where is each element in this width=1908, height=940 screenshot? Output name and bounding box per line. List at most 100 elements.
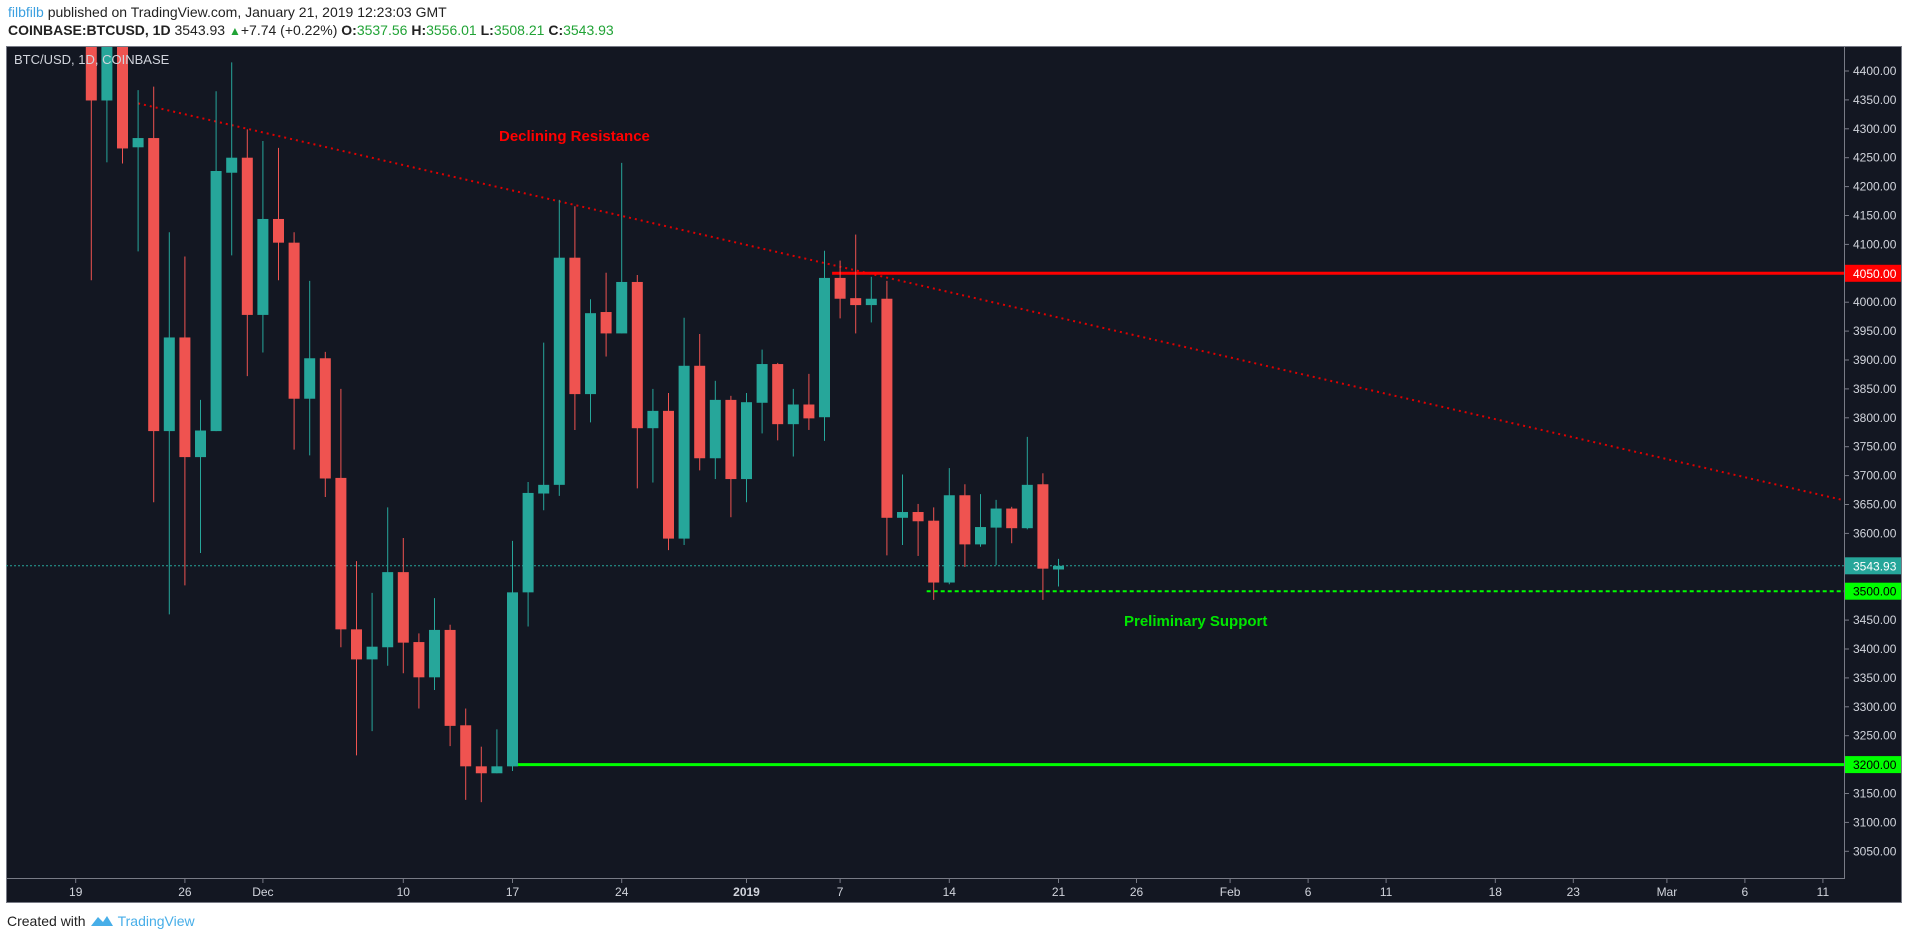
candle-body — [975, 527, 986, 545]
price-tick-label: 3900.00 — [1853, 353, 1897, 367]
candle-body — [335, 477, 347, 630]
candle-body — [865, 298, 877, 306]
candle-body — [897, 512, 908, 518]
high-label: H: — [411, 22, 427, 38]
candle — [226, 62, 238, 256]
candle — [694, 333, 706, 471]
candle-body — [507, 592, 518, 767]
time-tick-label: 23 — [1567, 885, 1581, 899]
candle-body — [819, 277, 830, 418]
candle — [257, 140, 269, 353]
candle — [117, 47, 128, 164]
price-tick-label: 3350.00 — [1853, 671, 1897, 685]
price-tick-label: 4350.00 — [1853, 93, 1897, 107]
time-tick-label: 10 — [397, 885, 411, 899]
resistance-tag-label: 4050.00 — [1853, 267, 1897, 281]
preliminary-support-tag — [1845, 582, 1901, 600]
candle — [195, 399, 206, 554]
candle-body — [257, 218, 269, 315]
tradingview-link[interactable]: TradingView — [117, 913, 195, 929]
open-label: O: — [341, 22, 357, 38]
created-with-text: Created with — [7, 913, 86, 929]
price-tick-label: 4150.00 — [1853, 209, 1897, 223]
open-value: 3537.56 — [356, 22, 408, 38]
author-link[interactable]: filbfilb — [8, 4, 44, 20]
candle-body — [600, 312, 612, 334]
candle-body — [132, 138, 144, 148]
candle-body — [881, 298, 893, 518]
candle — [304, 280, 316, 456]
candle — [787, 388, 799, 457]
price-tick-label: 3750.00 — [1853, 440, 1897, 454]
candle — [179, 256, 191, 586]
candle — [475, 746, 487, 803]
published-text: published on TradingView.com, January 21… — [47, 4, 447, 20]
candle-body — [725, 399, 737, 480]
candle — [725, 395, 737, 518]
candle — [553, 199, 565, 496]
price-tick-label: 4250.00 — [1853, 151, 1897, 165]
candle — [756, 349, 768, 434]
current-price-tag-label: 3543.93 — [1853, 559, 1897, 573]
publish-info: filbfilb published on TradingView.com, J… — [8, 4, 447, 20]
tradingview-logo-icon — [90, 916, 113, 926]
candle-body — [943, 495, 955, 583]
candle-body — [1021, 484, 1033, 529]
candle-body — [210, 170, 222, 432]
candle — [163, 232, 175, 615]
close-label: C: — [548, 22, 564, 38]
time-tick-label: 2019 — [733, 885, 760, 899]
candle-body — [1037, 484, 1049, 569]
time-tick-label: 11 — [1380, 885, 1393, 899]
declining-resistance-label[interactable]: Declining Resistance — [499, 128, 650, 145]
candle — [928, 507, 940, 600]
candle — [460, 708, 472, 800]
candle — [382, 507, 394, 666]
time-tick-label: 24 — [615, 885, 629, 899]
candle-body — [351, 629, 362, 660]
candle-body — [912, 512, 924, 522]
candle-body — [1006, 508, 1018, 529]
candle-body — [195, 430, 206, 458]
support-tag — [1845, 756, 1901, 774]
candle — [522, 481, 534, 627]
price-tick-label: 3600.00 — [1853, 526, 1897, 540]
last-price: 3543.93 — [174, 22, 226, 38]
candle-body — [101, 47, 113, 101]
symbol-info: COINBASE:BTCUSD, 1D 3543.93 ▲+7.74 (+0.2… — [8, 22, 614, 38]
candle-body — [413, 642, 425, 678]
candle-body — [117, 47, 128, 149]
candle — [819, 250, 830, 441]
time-tick-label: 26 — [1130, 885, 1144, 899]
price-tick-label: 3400.00 — [1853, 642, 1897, 656]
candle-body — [787, 404, 799, 425]
candle-body — [163, 337, 175, 432]
candle — [881, 280, 893, 556]
candle-body — [319, 358, 331, 479]
preliminary-support-label[interactable]: Preliminary Support — [1124, 613, 1267, 630]
support-tag-label: 3200.00 — [1853, 758, 1897, 772]
candle-body — [959, 495, 971, 545]
candle — [772, 362, 784, 441]
candle — [803, 373, 815, 430]
price-tick-label: 3800.00 — [1853, 411, 1897, 425]
price-tick-label: 3850.00 — [1853, 382, 1897, 396]
candle — [351, 561, 362, 756]
candle — [538, 342, 550, 511]
time-tick-label: Mar — [1657, 885, 1678, 899]
candle-body — [553, 257, 565, 485]
price-change: +7.74 (+0.22%) — [240, 22, 338, 38]
candle — [1053, 558, 1064, 587]
price-tick-label: 3450.00 — [1853, 613, 1897, 627]
candle — [273, 147, 284, 281]
chart-legend: BTC/USD, 1D, COINBASE — [14, 52, 170, 67]
candle — [413, 633, 425, 709]
declining-resistance-trendline[interactable] — [137, 102, 1845, 502]
candle-body — [179, 337, 191, 458]
candle-body — [273, 218, 284, 243]
resistance-tag — [1845, 264, 1901, 282]
candle-body — [772, 364, 784, 425]
candle-body — [538, 484, 550, 494]
symbol: COINBASE:BTCUSD, 1D — [8, 22, 171, 38]
